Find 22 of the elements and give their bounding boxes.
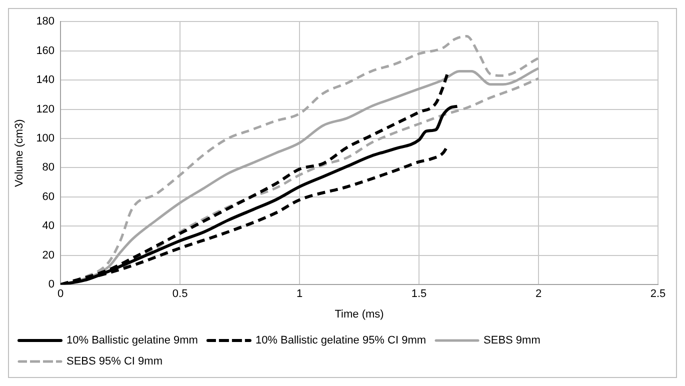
y-tick-label: 0: [48, 278, 55, 291]
y-tick-label: 120: [36, 103, 55, 116]
y-tick-label: 180: [36, 16, 55, 28]
x-tick-label: 1: [296, 288, 303, 300]
y-tick-label: 20: [42, 249, 55, 262]
x-tick-label: 0: [57, 288, 64, 300]
y-axis-title: Volume (cm3): [14, 119, 26, 188]
x-tick-label: 2: [535, 288, 542, 300]
x-axis-title: Time (ms): [334, 308, 384, 320]
legend-label: SEBS 95% CI 9mm: [66, 356, 162, 368]
legend-label: 10% Ballistic gelatine 9mm: [66, 334, 198, 347]
y-tick-label: 40: [42, 220, 55, 232]
x-tick-label: 0.5: [172, 288, 188, 300]
y-tick-label: 160: [36, 44, 55, 57]
y-tick-label: 100: [36, 132, 55, 145]
legend-label: 10% Ballistic gelatine 95% CI 9mm: [255, 334, 426, 347]
y-tick-label: 80: [42, 162, 55, 174]
y-tick-label: 140: [36, 74, 55, 86]
legend-label: SEBS 9mm: [484, 334, 540, 347]
x-tick-label: 1.5: [411, 288, 427, 300]
y-tick-label: 60: [42, 190, 55, 203]
x-tick-label: 2.5: [650, 288, 666, 300]
